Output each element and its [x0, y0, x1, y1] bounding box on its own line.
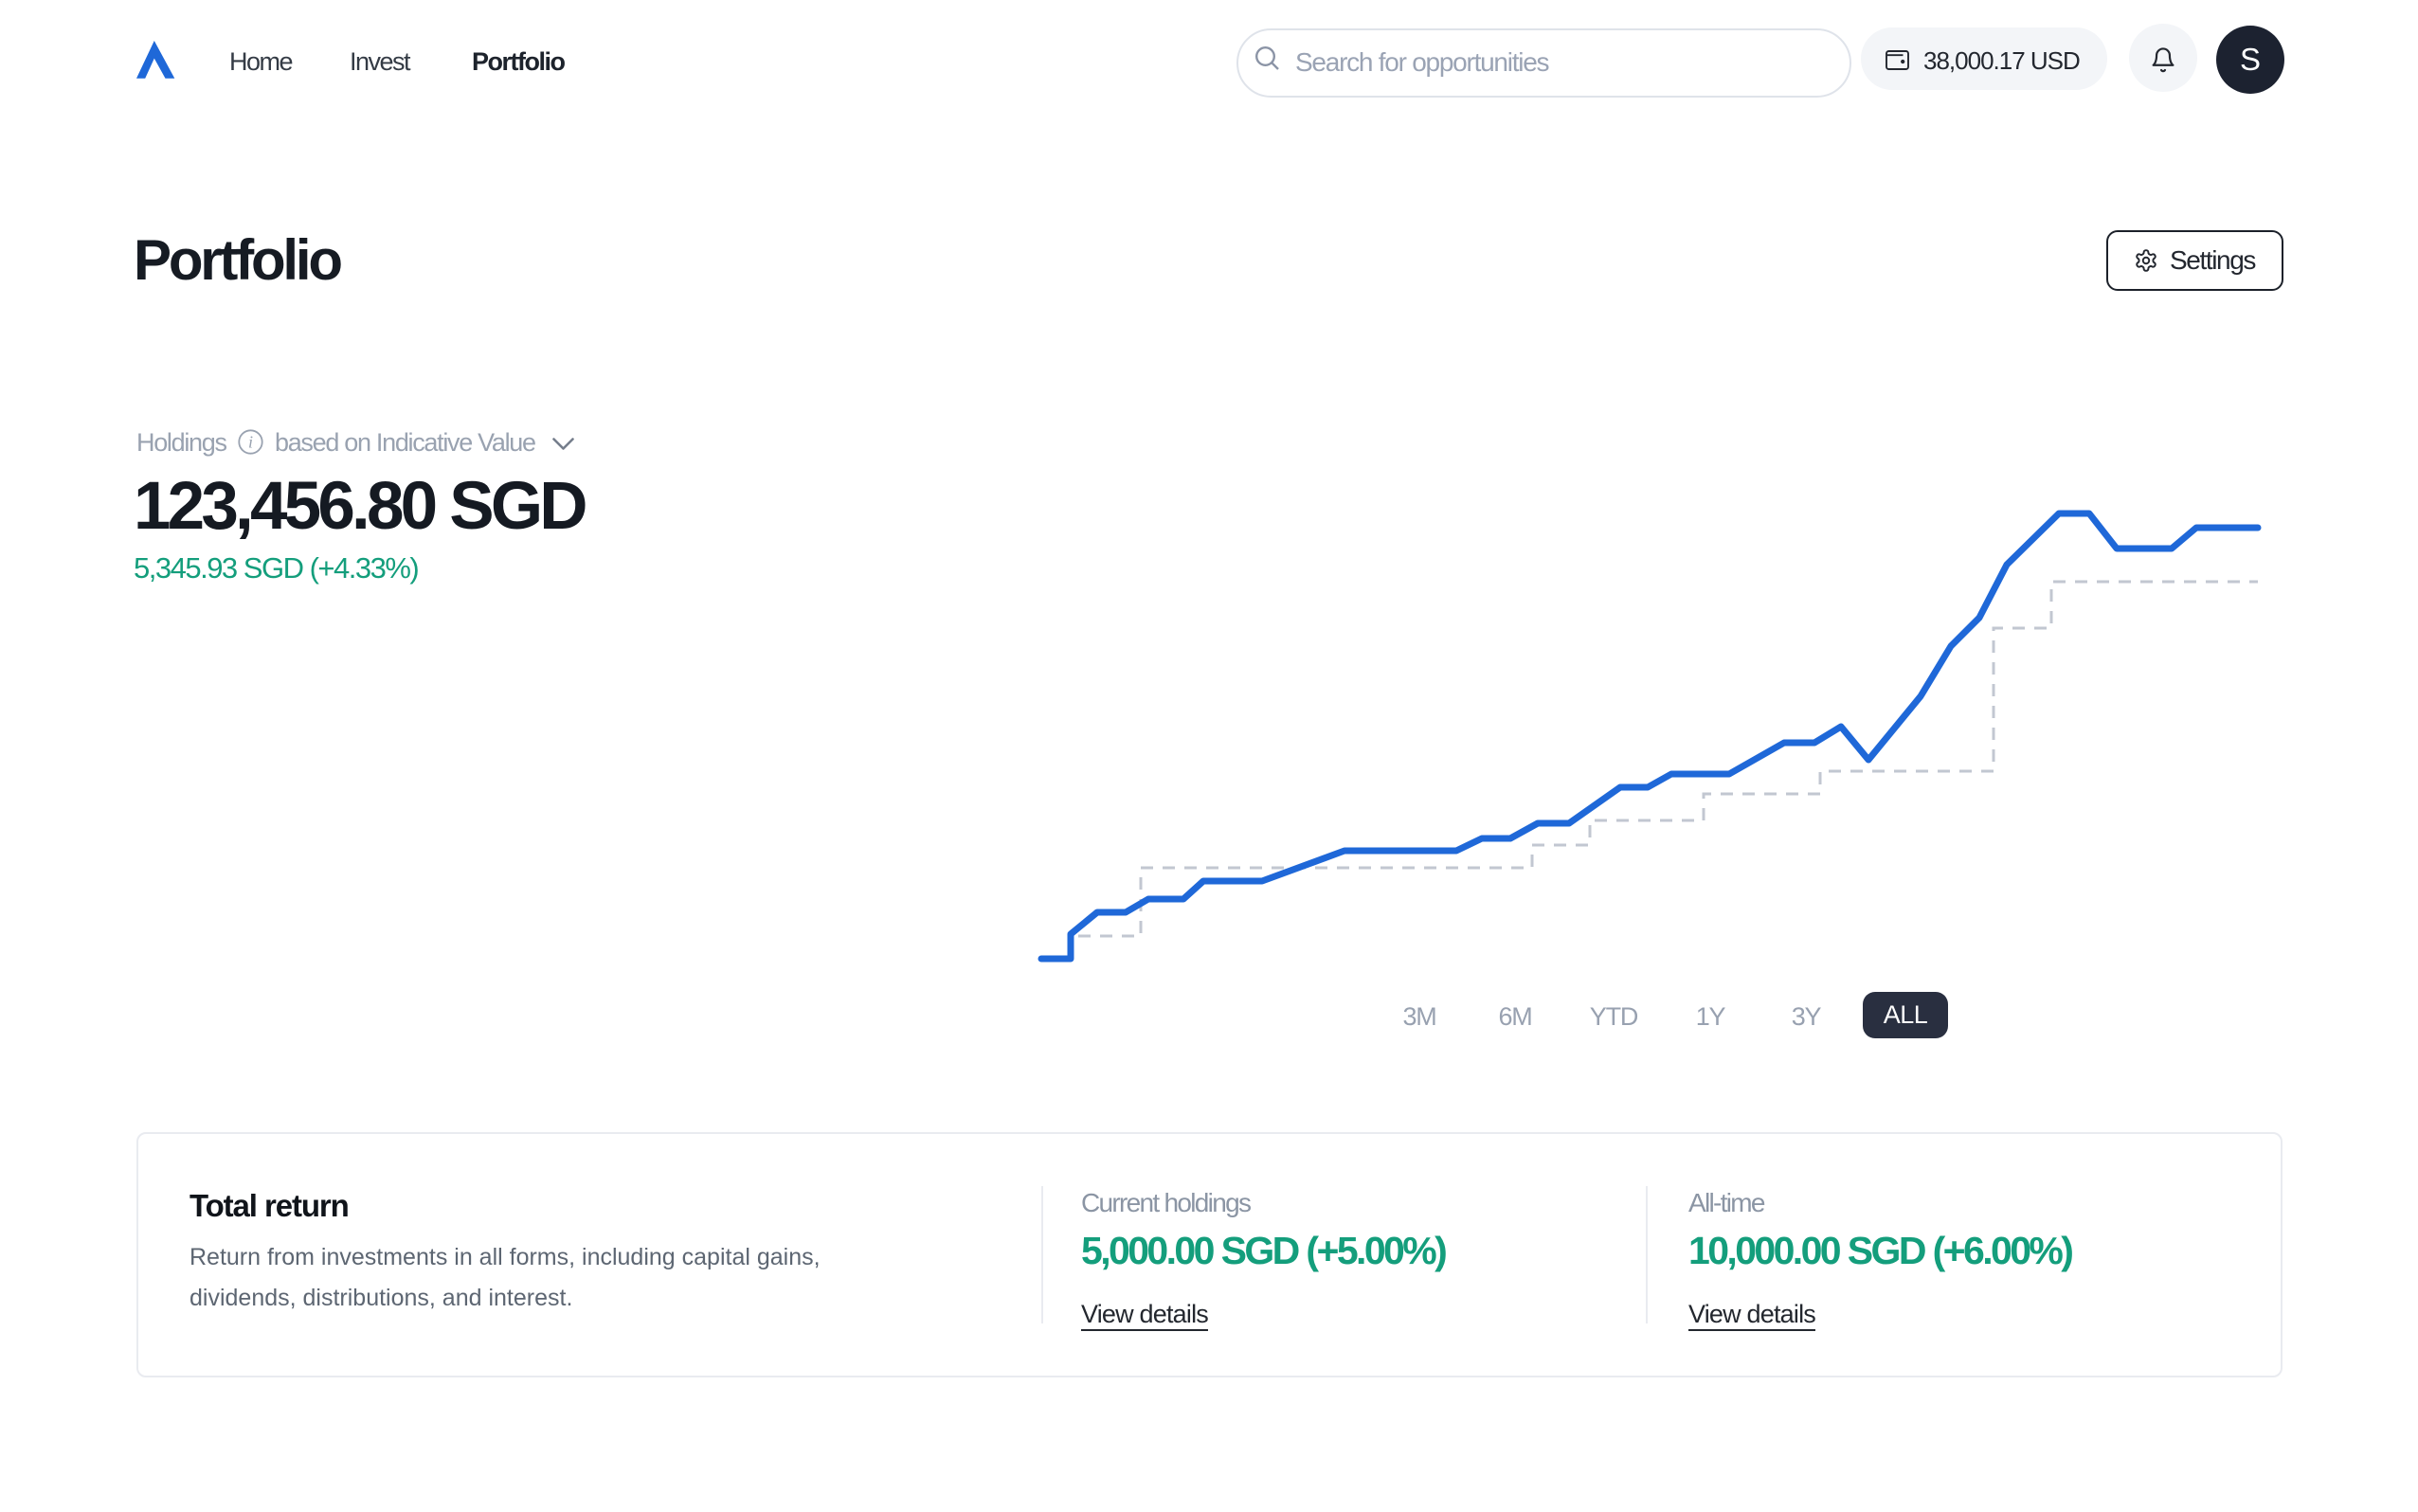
svg-text:i: i — [248, 433, 253, 452]
